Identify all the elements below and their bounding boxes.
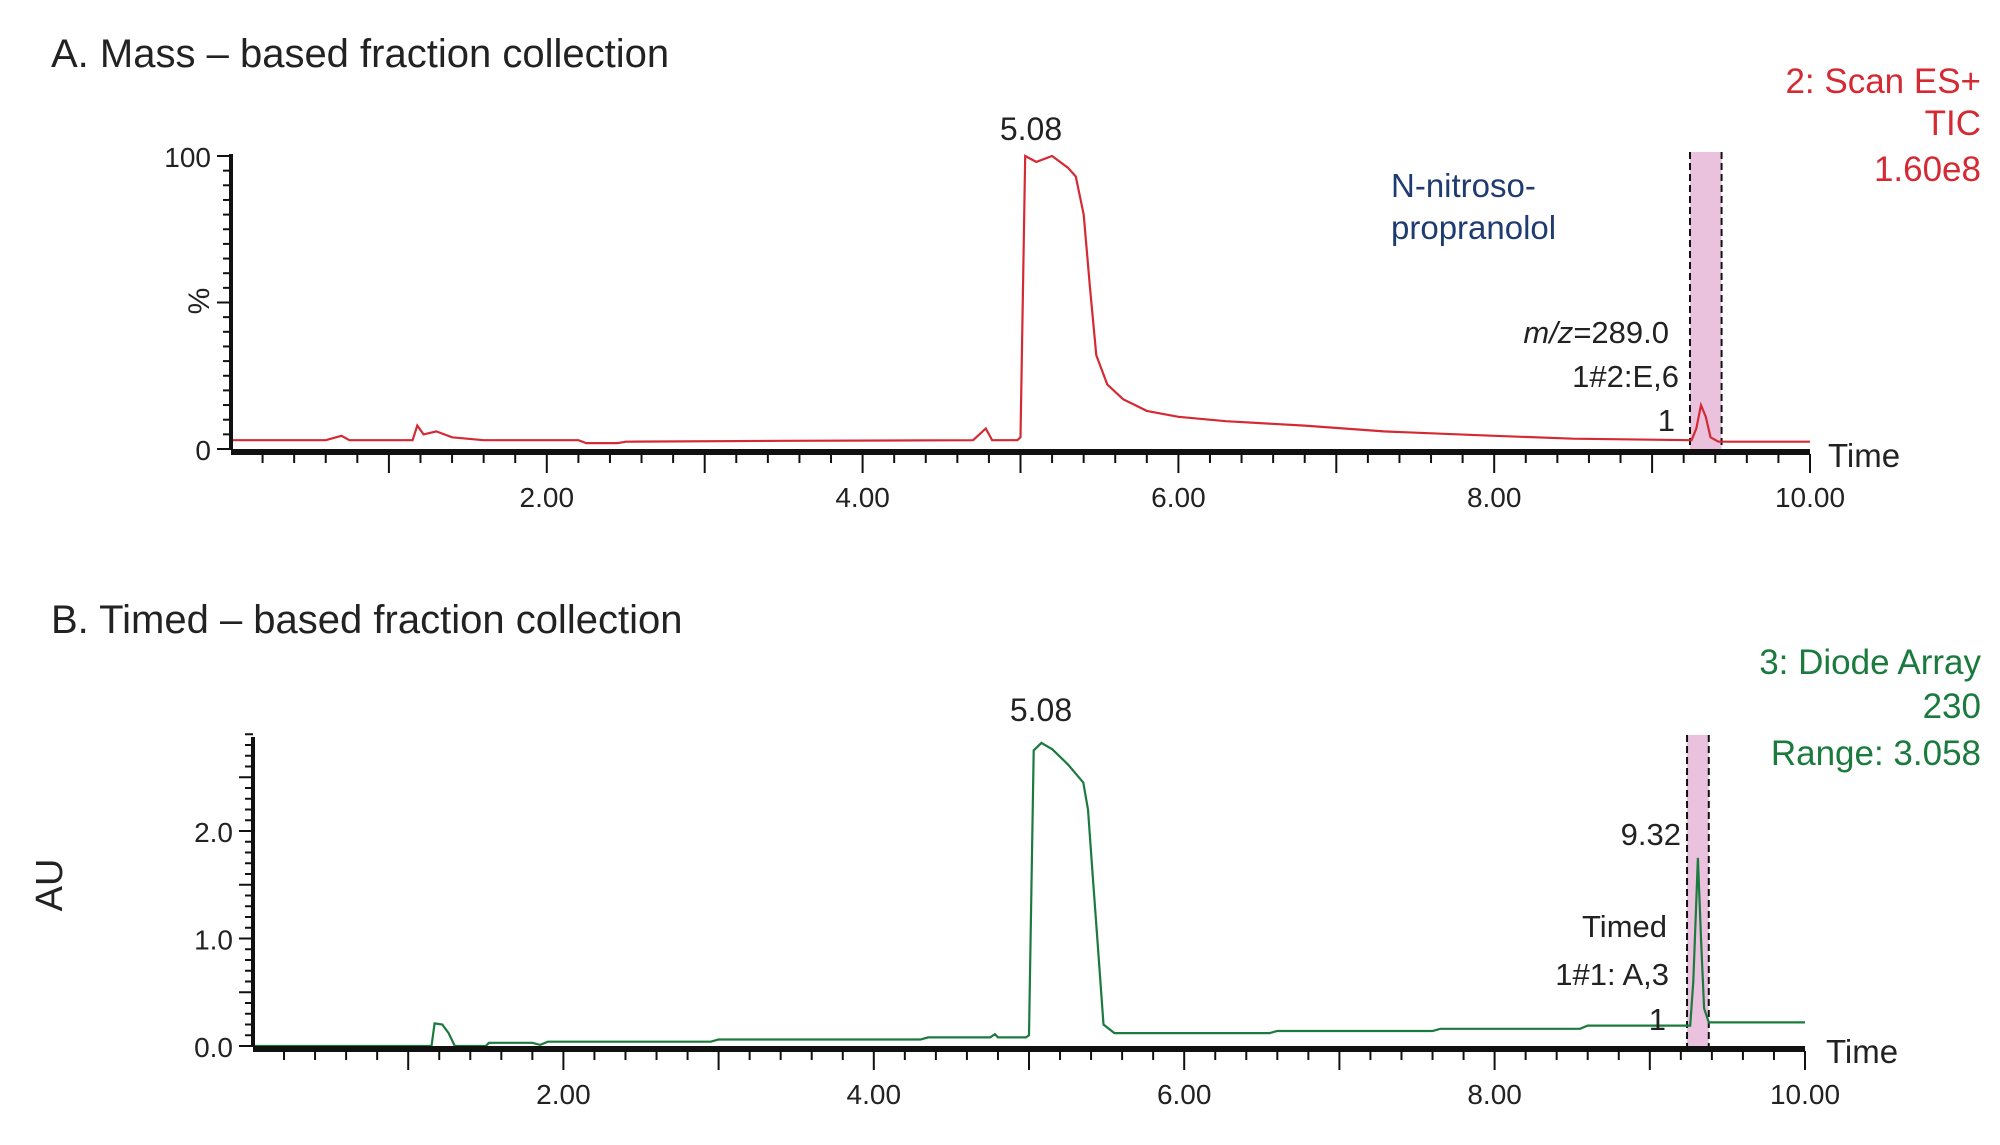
panel-a-trace-label-line3: 1.60e8 — [1874, 150, 1981, 189]
panel-a-plot: 0 100 2.00 4.00 6.00 8.00 10.00 — [164, 142, 1845, 513]
panel-a-fraction-label-id: 1#2:E,6 — [1572, 359, 1679, 394]
panel-b-fraction-window — [1687, 735, 1709, 1046]
panel-b-x-tick-label: 4.00 — [847, 1079, 902, 1110]
panel-b-y-tick-label: 2.0 — [194, 817, 233, 848]
panel-a-compound-label-line2: propranolol — [1391, 209, 1556, 246]
panel-a-y-tick-label: 100 — [164, 142, 211, 173]
panel-a-x-tick-label: 6.00 — [1151, 482, 1206, 513]
panel-b-x-tick-label: 6.00 — [1157, 1079, 1212, 1110]
panel-a-fraction-label-number: 1 — [1658, 403, 1675, 438]
panel-a-trace-label-line1: 2: Scan ES+ — [1785, 62, 1981, 101]
panel-a-x-axis-label: Time — [1828, 437, 1900, 474]
panel-a-fraction-window — [1689, 152, 1722, 449]
panel-a: A. Mass – based fraction collection 2: S… — [51, 32, 1981, 513]
panel-b-trace-label-line1: 3: Diode Array — [1759, 643, 1981, 682]
panel-b-x-tick-label: 8.00 — [1467, 1079, 1522, 1110]
panel-b-trace-label-line2: 230 — [1923, 687, 1981, 726]
panel-a-x-tick-label: 10.00 — [1775, 482, 1845, 513]
panel-a-x-tick-label: 4.00 — [835, 482, 890, 513]
panel-a-trace — [231, 154, 1810, 445]
panel-b-trace-label-line3: Range: 3.058 — [1771, 734, 1981, 773]
panel-a-y-tick-label: 0 — [195, 435, 211, 466]
panel-b-fraction-label-number: 1 — [1649, 1002, 1666, 1037]
panel-b-x-axis-label: Time — [1826, 1033, 1898, 1070]
panel-b-y-axis-label: AU — [29, 859, 71, 912]
panel-a-x-tick-label: 8.00 — [1467, 482, 1522, 513]
panel-a-title: A. Mass – based fraction collection — [51, 32, 669, 76]
panel-b-plot: 0.0 1.0 2.0 2.00 4.00 6.00 8.00 10.00 — [194, 733, 1840, 1110]
panel-b-fraction-label-time: 9.32 — [1621, 817, 1681, 852]
panel-b-x-tick-label: 2.00 — [536, 1079, 591, 1110]
panel-b-fraction-label-id: 1#1: A,3 — [1555, 957, 1669, 992]
panel-b-trace — [253, 741, 1805, 1048]
panel-a-x-tick-label: 2.00 — [520, 482, 575, 513]
panel-a-peak-label: 5.08 — [1000, 111, 1062, 147]
panel-b-peak-label: 5.08 — [1010, 692, 1072, 728]
panel-b-x-tick-label: 10.00 — [1770, 1079, 1840, 1110]
panel-b-y-tick-label: 0.0 — [194, 1032, 233, 1063]
panel-b-y-tick-label: 1.0 — [194, 925, 233, 956]
panel-b: B. Timed – based fraction collection 3: … — [29, 598, 1981, 1110]
panel-a-trace-label-line2: TIC — [1925, 104, 1981, 143]
panel-a-compound-label-line1: N-nitroso- — [1391, 167, 1536, 204]
panel-b-fraction-label-type: Timed — [1582, 909, 1667, 944]
panel-a-fraction-label-mz: m/z=289.0 — [1523, 315, 1669, 350]
panel-a-y-axis-label: % — [183, 288, 216, 315]
panel-b-title: B. Timed – based fraction collection — [51, 598, 682, 642]
